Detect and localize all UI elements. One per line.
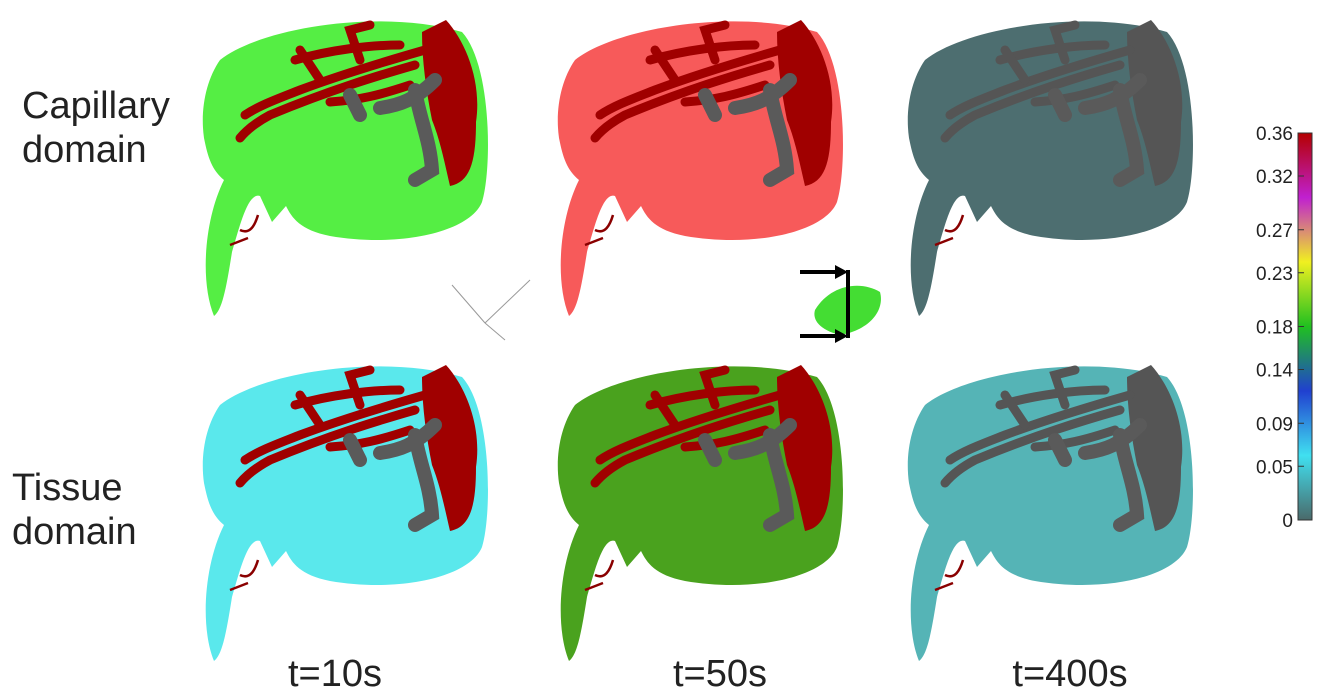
figure: CapillarydomainTissuedomaint=10st=50st=4… xyxy=(0,0,1328,694)
row-label: Capillary xyxy=(22,85,170,127)
panel xyxy=(908,20,1193,316)
column-label: t=50s xyxy=(673,653,767,694)
colorbar-label: 0 xyxy=(1282,511,1293,532)
colorbar-label: 0.27 xyxy=(1256,221,1293,242)
column-label: t=400s xyxy=(1012,653,1127,694)
colorbar-label: 0.23 xyxy=(1256,264,1293,285)
colorbar-label: 0.14 xyxy=(1256,361,1293,382)
colorbar-label: 0.09 xyxy=(1256,414,1293,435)
panel xyxy=(203,20,488,316)
panel xyxy=(558,365,843,661)
colorbar-label: 0.18 xyxy=(1256,318,1293,339)
row-label: Tissue xyxy=(12,467,123,509)
colorbar-label: 0.32 xyxy=(1256,167,1293,188)
column-label: t=10s xyxy=(288,653,382,694)
panel xyxy=(908,365,1193,661)
row-label: domain xyxy=(12,511,137,553)
panel xyxy=(203,365,488,661)
row-label: domain xyxy=(22,129,147,171)
colorbar-label: 0.36 xyxy=(1256,124,1293,145)
axis-triad xyxy=(452,280,530,340)
colorbar-label: 0.05 xyxy=(1256,457,1293,478)
inset-icon xyxy=(800,265,881,343)
